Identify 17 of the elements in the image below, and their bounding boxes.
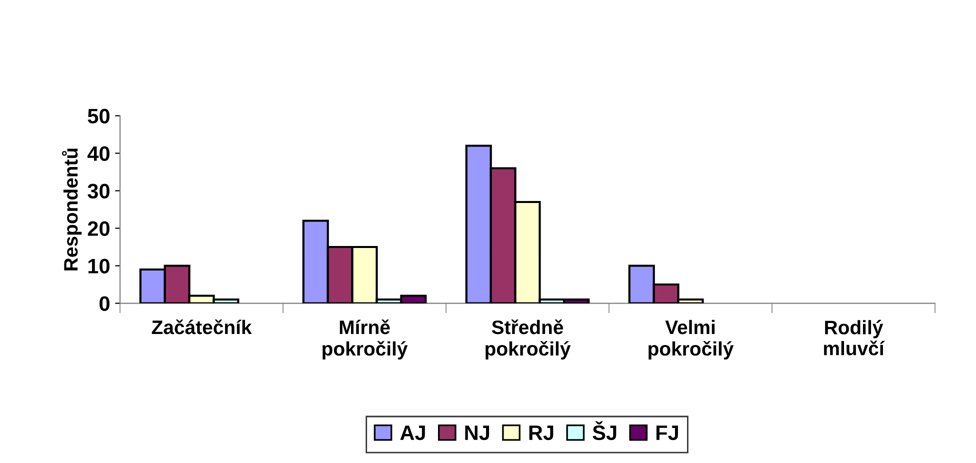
x-tick-label: Velmi pokročilý <box>648 320 734 360</box>
x-tick-label: Mírně pokročilý <box>322 320 408 360</box>
x-tick-label: Středně pokročilý <box>486 320 571 360</box>
legend-label: NJ <box>465 426 490 440</box>
legend-label: FJ <box>656 426 678 440</box>
y-axis-title: Respondentů <box>62 148 82 270</box>
y-tick-label: 0 <box>100 296 110 312</box>
x-tick-label: Začátečník <box>152 320 252 334</box>
y-tick-label: 50 <box>88 108 110 124</box>
legend-label: ŠJ <box>592 421 616 440</box>
y-tick-label: 10 <box>88 258 110 274</box>
y-tick-label: 30 <box>88 184 110 199</box>
legend-label: AJ <box>400 426 425 440</box>
y-tick-label: 20 <box>88 221 110 236</box>
legend-label: RJ <box>529 426 554 440</box>
x-tick-label: Rodilý mluvčí <box>824 320 885 356</box>
y-tick-label: 40 <box>87 146 110 162</box>
